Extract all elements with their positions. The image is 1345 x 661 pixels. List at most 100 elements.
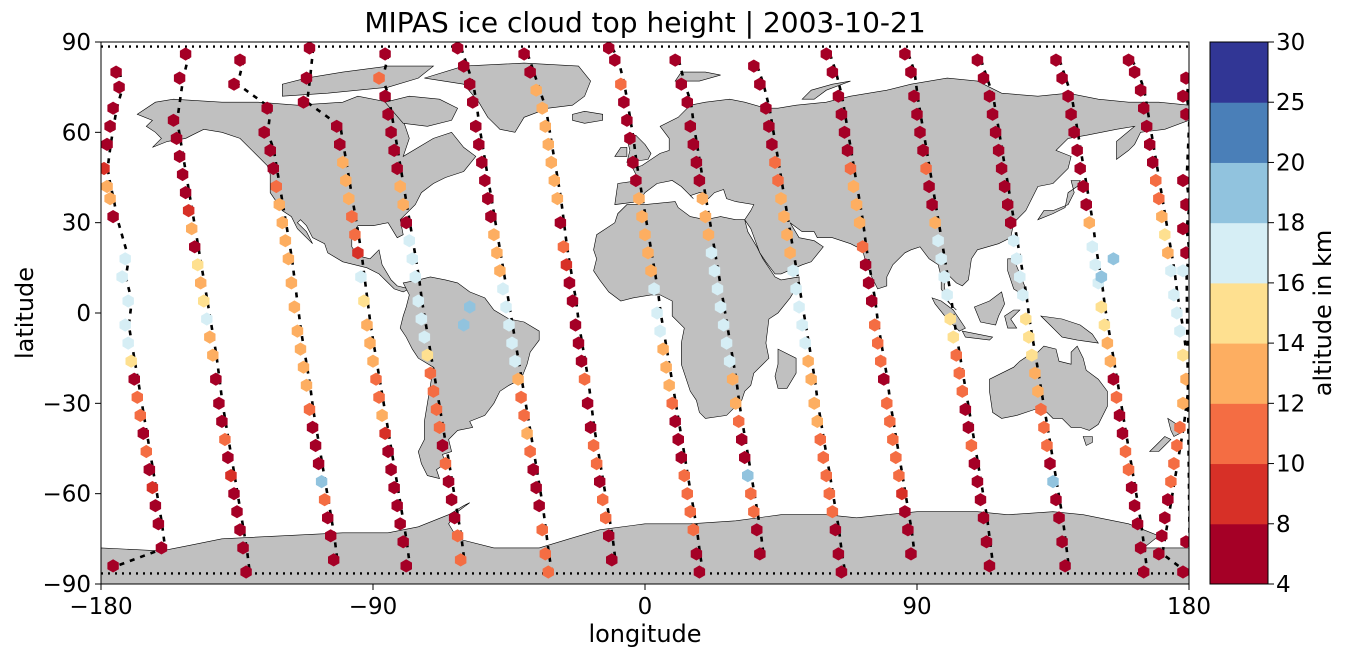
cloud-point xyxy=(720,336,733,350)
cloud-point xyxy=(539,119,551,133)
cloud-point xyxy=(1074,161,1086,176)
cloud-point xyxy=(101,179,113,194)
cloud-point xyxy=(935,252,947,266)
land-borneo xyxy=(974,291,1005,326)
cloud-point xyxy=(394,179,406,194)
cloud-point xyxy=(866,294,878,308)
orbit-track xyxy=(907,53,995,567)
cloud-point xyxy=(1014,270,1026,284)
cloud-point xyxy=(657,342,669,356)
cloud-point xyxy=(675,450,687,465)
y-tick-label: −30 xyxy=(42,391,91,417)
cloud-point xyxy=(270,179,282,194)
cloud-point xyxy=(439,457,452,471)
cloud-point xyxy=(1026,348,1038,362)
cloud-point xyxy=(309,438,322,453)
cloud-point xyxy=(859,258,872,272)
cloud-point xyxy=(451,529,464,543)
cloud-point xyxy=(917,143,929,157)
colorbar-tick-label: 8 xyxy=(1276,512,1291,538)
cloud-point xyxy=(950,348,962,362)
cloud-point xyxy=(297,95,310,109)
cloud-point xyxy=(1053,511,1065,525)
cloud-point xyxy=(600,511,612,525)
cloud-point xyxy=(711,282,724,296)
cloud-point xyxy=(294,342,307,356)
orbit-track xyxy=(756,65,847,573)
cloud-point xyxy=(179,47,192,61)
cloud-point xyxy=(300,71,313,85)
cloud-point xyxy=(1177,264,1189,278)
cloud-point xyxy=(152,517,165,531)
cloud-point xyxy=(844,161,857,176)
cloud-point xyxy=(1098,318,1111,332)
cloud-point xyxy=(1156,529,1168,543)
cloud-point xyxy=(343,192,355,206)
cloud-point xyxy=(370,372,382,386)
cloud-point xyxy=(101,161,110,176)
cloud-point xyxy=(1177,396,1189,410)
cloud-point xyxy=(1047,475,1059,489)
cloud-point xyxy=(1180,535,1189,549)
cloud-point xyxy=(893,469,905,483)
cloud-point xyxy=(862,276,875,290)
colorbar-label: altitude in km xyxy=(1309,230,1337,397)
cloud-point xyxy=(140,444,152,459)
cloud-point xyxy=(464,300,476,314)
cloud-point xyxy=(104,119,116,133)
cloud-point xyxy=(1023,330,1035,344)
cloud-point xyxy=(379,47,391,61)
cloud-point xyxy=(581,396,594,410)
colorbar-tick-label: 18 xyxy=(1276,211,1305,237)
orbit-track xyxy=(459,47,554,573)
cloud-point xyxy=(947,330,959,344)
cloud-point xyxy=(458,318,470,332)
cloud-point xyxy=(219,432,231,447)
cloud-point xyxy=(705,246,718,260)
cloud-point xyxy=(385,125,397,139)
cloud-point xyxy=(282,252,295,266)
land-new-guinea xyxy=(1040,315,1099,344)
colorbar-segment xyxy=(1210,343,1268,404)
cloud-point xyxy=(1104,354,1117,368)
cloud-point xyxy=(261,101,273,115)
cloud-point xyxy=(911,107,923,121)
cloud-point xyxy=(1180,107,1189,121)
cloud-point xyxy=(418,330,431,344)
cloud-point xyxy=(1119,444,1132,459)
cloud-point xyxy=(276,216,288,230)
cloud-point xyxy=(681,95,693,109)
cloud-point xyxy=(149,499,162,513)
cloud-point xyxy=(618,95,630,109)
cloud-point xyxy=(530,83,542,97)
cloud-point xyxy=(536,523,548,537)
cloud-point xyxy=(769,155,781,169)
cloud-point xyxy=(905,547,917,561)
cloud-point xyxy=(624,131,636,145)
cloud-point xyxy=(980,535,993,549)
cloud-point xyxy=(832,547,845,561)
cloud-point xyxy=(1035,402,1047,416)
x-tick-label: 90 xyxy=(902,594,931,620)
y-axis-label: latitude xyxy=(11,267,39,359)
cloud-point xyxy=(500,300,512,314)
cloud-point xyxy=(977,511,990,525)
cloud-point xyxy=(603,42,615,55)
cloud-point xyxy=(355,270,367,284)
cloud-point xyxy=(1174,420,1186,434)
cloud-point xyxy=(1131,517,1144,531)
cloud-point xyxy=(1020,312,1032,326)
cloud-point xyxy=(693,565,706,579)
cloud-point xyxy=(1029,366,1041,380)
cloud-point xyxy=(572,336,585,350)
cloud-point xyxy=(397,198,409,212)
y-tick-label: 90 xyxy=(62,30,91,56)
cloud-point xyxy=(116,270,128,284)
cloud-point xyxy=(690,547,703,561)
cloud-point xyxy=(1177,173,1189,188)
cloud-point xyxy=(790,282,802,296)
colorbar-tick-label: 16 xyxy=(1276,271,1305,297)
cloud-point xyxy=(340,173,352,188)
cloud-point xyxy=(1125,481,1138,495)
orbit-track xyxy=(526,53,617,561)
